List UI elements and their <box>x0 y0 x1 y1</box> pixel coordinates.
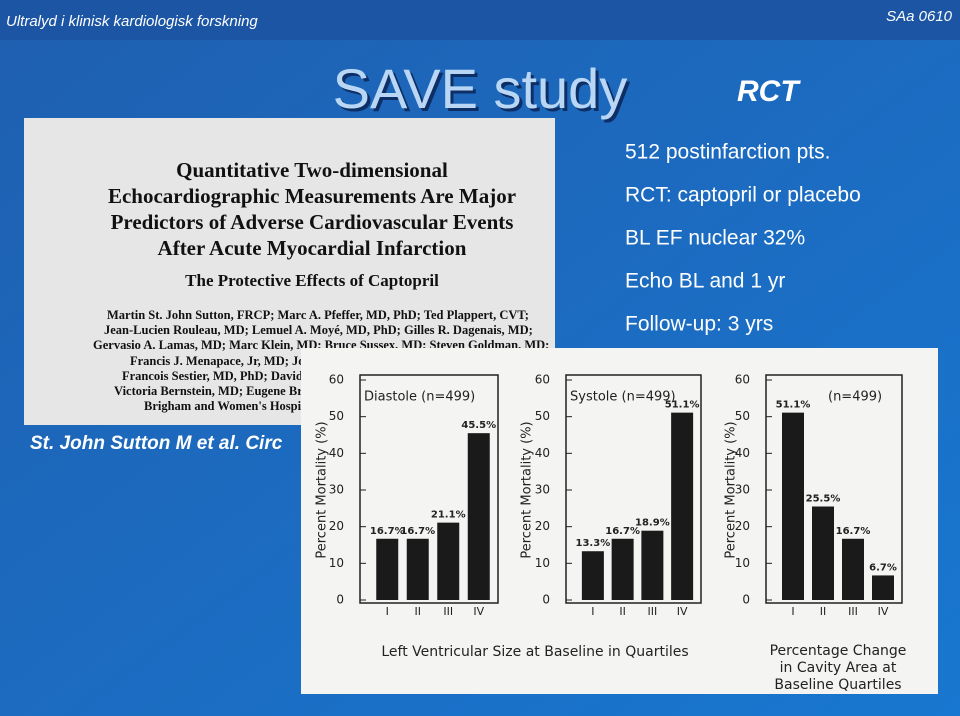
y-tick-label: 50 <box>535 409 550 423</box>
y-axis-label: Percent Mortality (%) <box>520 421 535 558</box>
x-tick-label: III <box>443 605 453 618</box>
y-tick-label: 60 <box>535 373 550 387</box>
paper-authors: Francois Sestier, MD, PhD; David I <box>122 369 311 383</box>
x-tick-label: II <box>820 605 827 618</box>
x-tick-label: III <box>848 605 858 618</box>
x-tick-label: I <box>591 605 594 618</box>
bullet: 512 postinfarction pts. <box>625 141 830 164</box>
y-tick-label: 20 <box>535 519 550 533</box>
x-tick-label: II <box>415 605 422 618</box>
right-caption: Percentage Change <box>770 643 907 659</box>
bar <box>842 538 864 600</box>
citation: St. John Sutton M et al. Circ <box>30 433 283 454</box>
title-shadow: SAVE study <box>336 60 631 123</box>
x-tick-label: I <box>386 605 389 618</box>
y-tick-label: 0 <box>336 593 344 607</box>
value-label: 6.7% <box>869 562 897 573</box>
paper-subtitle: The Protective Effects of Captopril <box>185 271 439 290</box>
x-tick-label: IV <box>878 605 889 618</box>
value-label: 16.7% <box>400 526 435 537</box>
bullet: Echo BL and 1 yr <box>625 270 785 293</box>
y-axis-label: Percent Mortality (%) <box>315 421 330 558</box>
value-label: 51.1% <box>776 400 811 411</box>
bullet: Follow-up: 3 yrs <box>625 313 773 336</box>
paper-authors: Jean-Lucien Rouleau, MD; Lemuel A. Moyé,… <box>104 323 533 337</box>
header-right: SAa 0610 <box>886 8 953 25</box>
chart-title: (n=499) <box>828 390 882 405</box>
title: SAVE study <box>333 57 628 120</box>
bar <box>611 538 634 600</box>
y-tick-label: 40 <box>329 446 344 460</box>
y-tick-label: 60 <box>735 373 750 387</box>
paper-title: Echocardiographic Measurements Are Major <box>108 184 516 208</box>
y-tick-label: 40 <box>735 446 750 460</box>
bar <box>641 530 664 600</box>
y-tick-label: 40 <box>535 446 550 460</box>
paper-title: Quantitative Two-dimensional <box>176 158 448 182</box>
x-tick-label: IV <box>677 605 688 618</box>
bar <box>406 538 429 600</box>
y-tick-label: 30 <box>535 483 550 497</box>
value-label: 16.7% <box>836 526 871 537</box>
bar <box>581 551 604 600</box>
plot-frame <box>565 374 702 604</box>
paper-authors: Victoria Bernstein, MD; Eugene Bra <box>114 384 310 398</box>
value-label: 21.1% <box>431 510 466 521</box>
tag: RCT <box>737 75 801 108</box>
right-caption: Baseline Quartiles <box>774 677 901 693</box>
bullet: RCT: captopril or placebo <box>625 184 861 207</box>
bar <box>671 412 694 600</box>
y-tick-label: 0 <box>542 593 550 607</box>
y-tick-label: 0 <box>742 593 750 607</box>
value-label: 25.5% <box>806 494 841 505</box>
y-tick-label: 10 <box>535 556 550 570</box>
right-caption: in Cavity Area at <box>780 660 897 676</box>
y-tick-label: 60 <box>329 373 344 387</box>
plot-frame <box>359 374 499 604</box>
bar <box>812 506 834 600</box>
x-tick-label: III <box>648 605 658 618</box>
value-label: 16.7% <box>605 526 640 537</box>
bar <box>467 433 490 600</box>
bullet: BL EF nuclear 32% <box>625 227 805 250</box>
value-label: 51.1% <box>665 400 700 411</box>
paper-title: After Acute Myocardial Infarction <box>158 236 467 260</box>
x-tick-label: I <box>791 605 794 618</box>
y-tick-label: 30 <box>735 483 750 497</box>
value-label: 18.9% <box>635 518 670 529</box>
chart-title: Diastole (n=499) <box>364 390 475 405</box>
y-tick-label: 20 <box>329 519 344 533</box>
bar <box>782 412 804 600</box>
paper-authors: Francis J. Menapace, Jr, MD; Joh <box>130 354 312 368</box>
x-tick-label: II <box>619 605 626 618</box>
y-tick-label: 10 <box>735 556 750 570</box>
value-label: 45.5% <box>461 420 496 431</box>
y-tick-label: 10 <box>329 556 344 570</box>
y-tick-label: 50 <box>329 409 344 423</box>
chart-title: Systole (n=499) <box>570 390 676 405</box>
paper-authors: Brigham and Women's Hospita <box>144 399 312 413</box>
header-left: Ultralyd i klinisk kardiologisk forsknin… <box>6 13 258 30</box>
bar <box>872 575 894 600</box>
y-tick-label: 30 <box>329 483 344 497</box>
header-bar <box>0 0 960 40</box>
x-tick-label: IV <box>473 605 484 618</box>
value-label: 16.7% <box>370 526 405 537</box>
paper-authors: Martin St. John Sutton, FRCP; Marc A. Pf… <box>107 308 529 322</box>
y-tick-label: 50 <box>735 409 750 423</box>
bar <box>437 522 460 600</box>
charts: Diastole (n=499) Percent Mortality (%) 0 10… <box>315 373 903 618</box>
value-label: 13.3% <box>576 538 611 549</box>
y-tick-label: 20 <box>735 519 750 533</box>
paper-title: Predictors of Adverse Cardiovascular Eve… <box>111 210 514 234</box>
x-axis-caption: Left Ventricular Size at Baseline in Qua… <box>381 644 688 660</box>
bar <box>376 538 399 600</box>
plot-frame <box>765 374 903 604</box>
y-axis-label: Percent Mortality (%) <box>724 421 739 558</box>
